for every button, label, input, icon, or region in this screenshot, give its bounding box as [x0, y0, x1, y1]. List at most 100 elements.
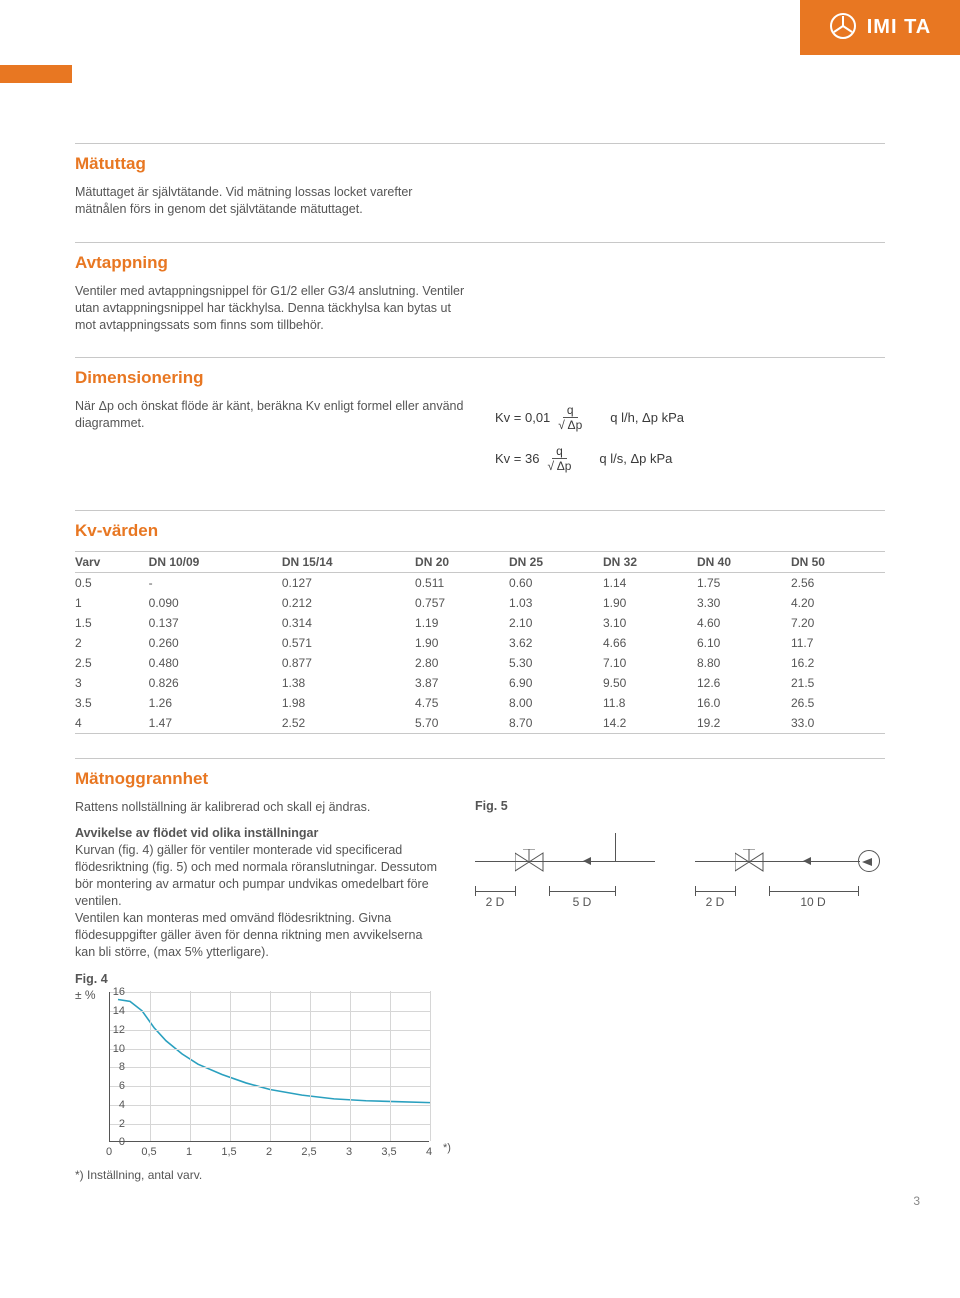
y-tick-label: 6: [119, 1080, 125, 1092]
fig5-label: Fig. 5: [475, 799, 885, 813]
divider: [75, 510, 885, 511]
section-body: När Δp och önskat flöde är känt, beräkna…: [75, 398, 465, 486]
logo-icon: [829, 12, 857, 43]
table-cell: 0.480: [149, 653, 282, 673]
page-content: Mätuttag Mätuttaget är självtätande. Vid…: [0, 55, 960, 1226]
table-cell: 4.75: [415, 693, 509, 713]
fig4-block: Fig. 4 ± % *) 024681012141600,511,522,53…: [75, 972, 885, 1182]
divider: [75, 143, 885, 144]
table-cell: 4.66: [603, 633, 697, 653]
dim-label: 2 D: [486, 895, 505, 909]
x-tick-label: 0,5: [141, 1146, 156, 1158]
fraction: q √ Δp: [547, 445, 571, 472]
pipe-line: [695, 861, 860, 862]
table-header: DN 32: [603, 552, 697, 573]
y-tick-label: 16: [113, 986, 125, 998]
formula-lhs: Kv = 36: [495, 451, 539, 466]
fig4-chart: *) 024681012141600,511,522,533,54: [109, 992, 449, 1162]
section-title: Dimensionering: [75, 368, 885, 388]
table-cell: 5.30: [509, 653, 603, 673]
table-cell: 3.10: [603, 613, 697, 633]
table-cell: 1.5: [75, 613, 149, 633]
table-cell: 7.20: [791, 613, 885, 633]
table-cell: 1.38: [282, 673, 415, 693]
table-cell: 0.314: [282, 613, 415, 633]
page-header: IMI TA: [0, 0, 960, 55]
section-dimensionering: Dimensionering När Δp och önskat flöde ä…: [75, 357, 885, 486]
table-cell: 3.30: [697, 593, 791, 613]
fig5-schematic: 2 D 5 D: [475, 841, 885, 931]
table-cell: 8.70: [509, 713, 603, 734]
numerator: q: [552, 445, 567, 459]
brand-name: IMI TA: [867, 16, 932, 39]
table-cell: 5.70: [415, 713, 509, 734]
table-cell: 11.7: [791, 633, 885, 653]
kv-table: VarvDN 10/09DN 15/14DN 20DN 25DN 32DN 40…: [75, 551, 885, 734]
table-cell: 0.511: [415, 573, 509, 594]
y-tick-label: 12: [113, 1024, 125, 1036]
table-cell: 4.60: [697, 613, 791, 633]
table-cell: 1.75: [697, 573, 791, 594]
table-cell: 2.10: [509, 613, 603, 633]
table-cell: 2.5: [75, 653, 149, 673]
table-cell: 14.2: [603, 713, 697, 734]
intro-text: Rattens nollställning är kalibrerad och …: [75, 799, 440, 816]
table-cell: 4.20: [791, 593, 885, 613]
table-header: DN 40: [697, 552, 791, 573]
table-cell: 1.26: [149, 693, 282, 713]
dim-label: 10 D: [800, 895, 825, 909]
pipe-stub: [615, 833, 616, 861]
table-cell: 11.8: [603, 693, 697, 713]
table-cell: 1.47: [149, 713, 282, 734]
fig4-label: Fig. 4: [75, 972, 885, 986]
table-row: 3.51.261.984.758.0011.816.026.5: [75, 693, 885, 713]
table-cell: 6.90: [509, 673, 603, 693]
y-axis-prefix: ± %: [75, 988, 96, 1002]
arrow-icon: [803, 857, 811, 865]
table-cell: 16.2: [791, 653, 885, 673]
schematic-group-2: 2 D 10 D: [695, 841, 885, 931]
table-cell: 2.80: [415, 653, 509, 673]
table-cell: 3: [75, 673, 149, 693]
y-tick-label: 10: [113, 1043, 125, 1055]
table-cell: 1.03: [509, 593, 603, 613]
x-tick-label: 1: [186, 1146, 192, 1158]
table-cell: 0.090: [149, 593, 282, 613]
dim-label: 2 D: [706, 895, 725, 909]
table-cell: 0.571: [282, 633, 415, 653]
x-tick-label: 2: [266, 1146, 272, 1158]
section-title: Kv-värden: [75, 521, 885, 541]
table-row: 20.2600.5711.903.624.666.1011.7: [75, 633, 885, 653]
section-matnoggrannhet: Mätnoggrannhet Rattens nollställning är …: [75, 758, 885, 1182]
table-cell: 7.10: [603, 653, 697, 673]
table-cell: 4: [75, 713, 149, 734]
table-row: 30.8261.383.876.909.5012.621.5: [75, 673, 885, 693]
divider: [75, 357, 885, 358]
table-cell: 0.60: [509, 573, 603, 594]
pipe-line: [475, 861, 655, 862]
table-cell: 0.260: [149, 633, 282, 653]
table-cell: 12.6: [697, 673, 791, 693]
table-cell: 33.0: [791, 713, 885, 734]
table-cell: 9.50: [603, 673, 697, 693]
table-row: 41.472.525.708.7014.219.233.0: [75, 713, 885, 734]
section-kvvarden: Kv-värden VarvDN 10/09DN 15/14DN 20DN 25…: [75, 510, 885, 734]
section-matuttag: Mätuttag Mätuttaget är självtätande. Vid…: [75, 143, 885, 218]
table-cell: 0.757: [415, 593, 509, 613]
table-cell: 8.80: [697, 653, 791, 673]
accent-bar: [0, 65, 72, 83]
section-avtappning: Avtappning Ventiler med avtappningsnippe…: [75, 242, 885, 334]
table-cell: 1.19: [415, 613, 509, 633]
formula-2: Kv = 36 q √ Δp q l/s, Δp kPa: [495, 445, 885, 472]
x-tick-label: 4: [426, 1146, 432, 1158]
table-cell: 3.87: [415, 673, 509, 693]
denominator: √ Δp: [547, 459, 571, 472]
table-cell: 1.90: [603, 593, 697, 613]
table-cell: 2.52: [282, 713, 415, 734]
x-tick-label: 2,5: [301, 1146, 316, 1158]
pump-icon: [858, 850, 880, 872]
table-header: DN 10/09: [149, 552, 282, 573]
table-cell: 1.14: [603, 573, 697, 594]
table-row: 10.0900.2120.7571.031.903.304.20: [75, 593, 885, 613]
x-tick-label: 0: [106, 1146, 112, 1158]
